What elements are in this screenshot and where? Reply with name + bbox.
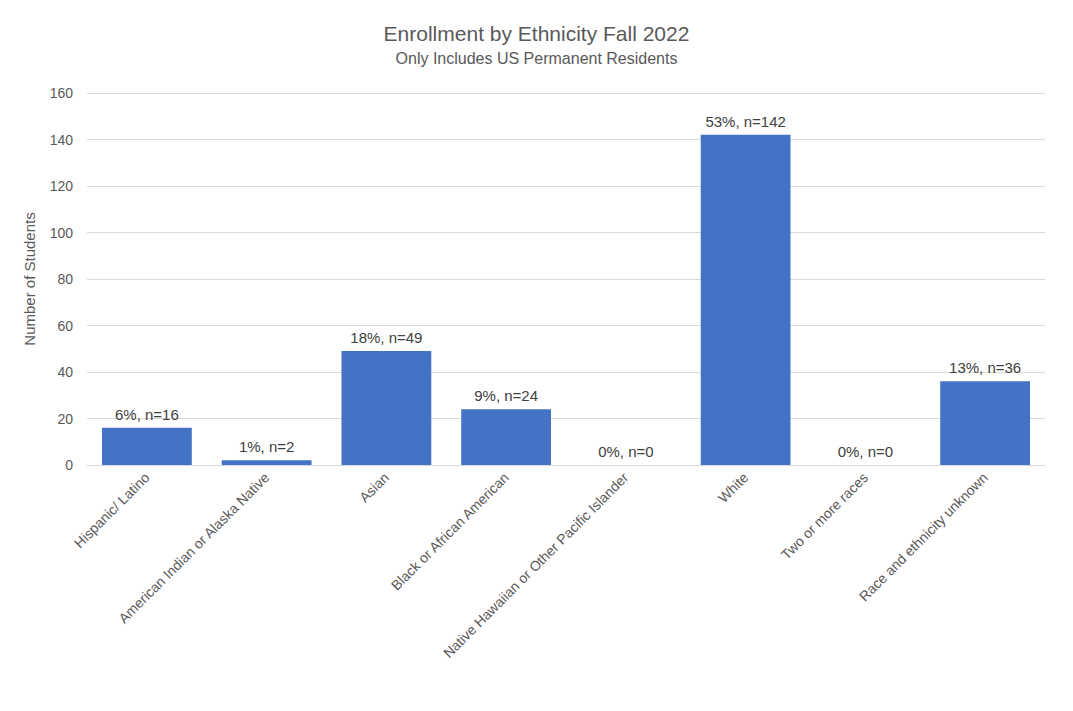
svg-text:Enrollment by Ethnicity Fall 2: Enrollment by Ethnicity Fall 2022 xyxy=(384,22,690,45)
svg-text:6%, n=16: 6%, n=16 xyxy=(115,406,179,423)
svg-text:9%, n=24: 9%, n=24 xyxy=(474,387,538,404)
svg-text:White: White xyxy=(715,469,752,506)
svg-text:140: 140 xyxy=(50,132,74,148)
svg-text:Native Hawaiian or Other Pacif: Native Hawaiian or Other Pacific Islande… xyxy=(440,469,632,661)
svg-text:Number of Students: Number of Students xyxy=(21,212,38,345)
svg-text:120: 120 xyxy=(50,178,74,194)
svg-text:60: 60 xyxy=(57,318,73,334)
svg-text:Two or more races: Two or more races xyxy=(778,469,871,562)
svg-text:20: 20 xyxy=(57,411,73,427)
svg-text:1%, n=2: 1%, n=2 xyxy=(239,438,294,455)
svg-text:13%, n=36: 13%, n=36 xyxy=(949,359,1021,376)
svg-text:Hispanic/ Latino: Hispanic/ Latino xyxy=(71,469,153,551)
svg-text:0%, n=0: 0%, n=0 xyxy=(598,443,653,460)
svg-text:40: 40 xyxy=(57,364,73,380)
svg-text:80: 80 xyxy=(57,271,73,287)
svg-text:160: 160 xyxy=(50,85,74,101)
svg-text:Race and ethnicity unknown: Race and ethnicity unknown xyxy=(856,469,991,604)
svg-text:American Indian or Alaska Nati: American Indian or Alaska Native xyxy=(115,469,272,626)
svg-text:0: 0 xyxy=(65,457,73,473)
svg-text:53%, n=142: 53%, n=142 xyxy=(705,113,786,130)
svg-text:0%, n=0: 0%, n=0 xyxy=(838,443,893,460)
svg-text:18%, n=49: 18%, n=49 xyxy=(350,329,422,346)
svg-text:Only Includes US Permanent Res: Only Includes US Permanent Residents xyxy=(396,50,678,67)
svg-text:Black or African American: Black or African American xyxy=(388,469,512,593)
svg-text:Asian: Asian xyxy=(356,469,392,505)
svg-text:100: 100 xyxy=(50,225,74,241)
